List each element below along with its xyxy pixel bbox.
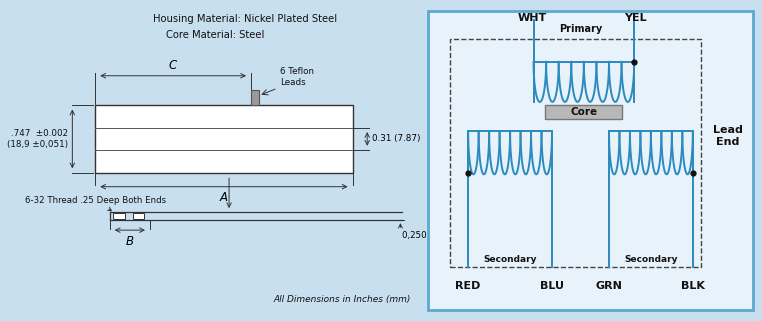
Text: All Dimensions in Inches (mm): All Dimensions in Inches (mm) [274, 295, 411, 304]
Text: .747  ±0.002
(18,9 ±0,051): .747 ±0.002 (18,9 ±0,051) [7, 129, 68, 149]
Text: A: A [220, 191, 228, 204]
Text: Core: Core [570, 107, 597, 117]
Text: RED: RED [456, 281, 481, 291]
Text: BLK: BLK [681, 281, 705, 291]
Bar [251, 90, 258, 105]
Text: 0,250 (6,35)Dia.: 0,250 (6,35)Dia. [402, 231, 472, 240]
Text: Secondary: Secondary [483, 255, 537, 265]
Text: C: C [169, 59, 178, 72]
Text: Secondary: Secondary [624, 255, 677, 265]
Bar [113, 213, 125, 219]
Text: BLU: BLU [540, 281, 564, 291]
Bar [95, 105, 353, 173]
Text: GRN: GRN [596, 281, 623, 291]
Text: 0.31 (7.87): 0.31 (7.87) [372, 134, 421, 143]
Bar [450, 39, 701, 267]
Text: 6 Teflon
Leads: 6 Teflon Leads [280, 67, 314, 87]
Text: Lead
End: Lead End [713, 125, 743, 147]
Text: WHT: WHT [517, 13, 546, 22]
Text: B: B [126, 235, 134, 248]
Text: YEL: YEL [625, 13, 647, 22]
Bar [546, 105, 623, 119]
Text: 6-32 Thread .25 Deep Both Ends: 6-32 Thread .25 Deep Both Ends [24, 196, 165, 211]
Text: Primary: Primary [559, 24, 602, 34]
Bar [133, 213, 144, 219]
Text: Core Material: Steel: Core Material: Steel [166, 30, 265, 39]
Text: Housing Material: Nickel Plated Steel: Housing Material: Nickel Plated Steel [152, 14, 337, 24]
